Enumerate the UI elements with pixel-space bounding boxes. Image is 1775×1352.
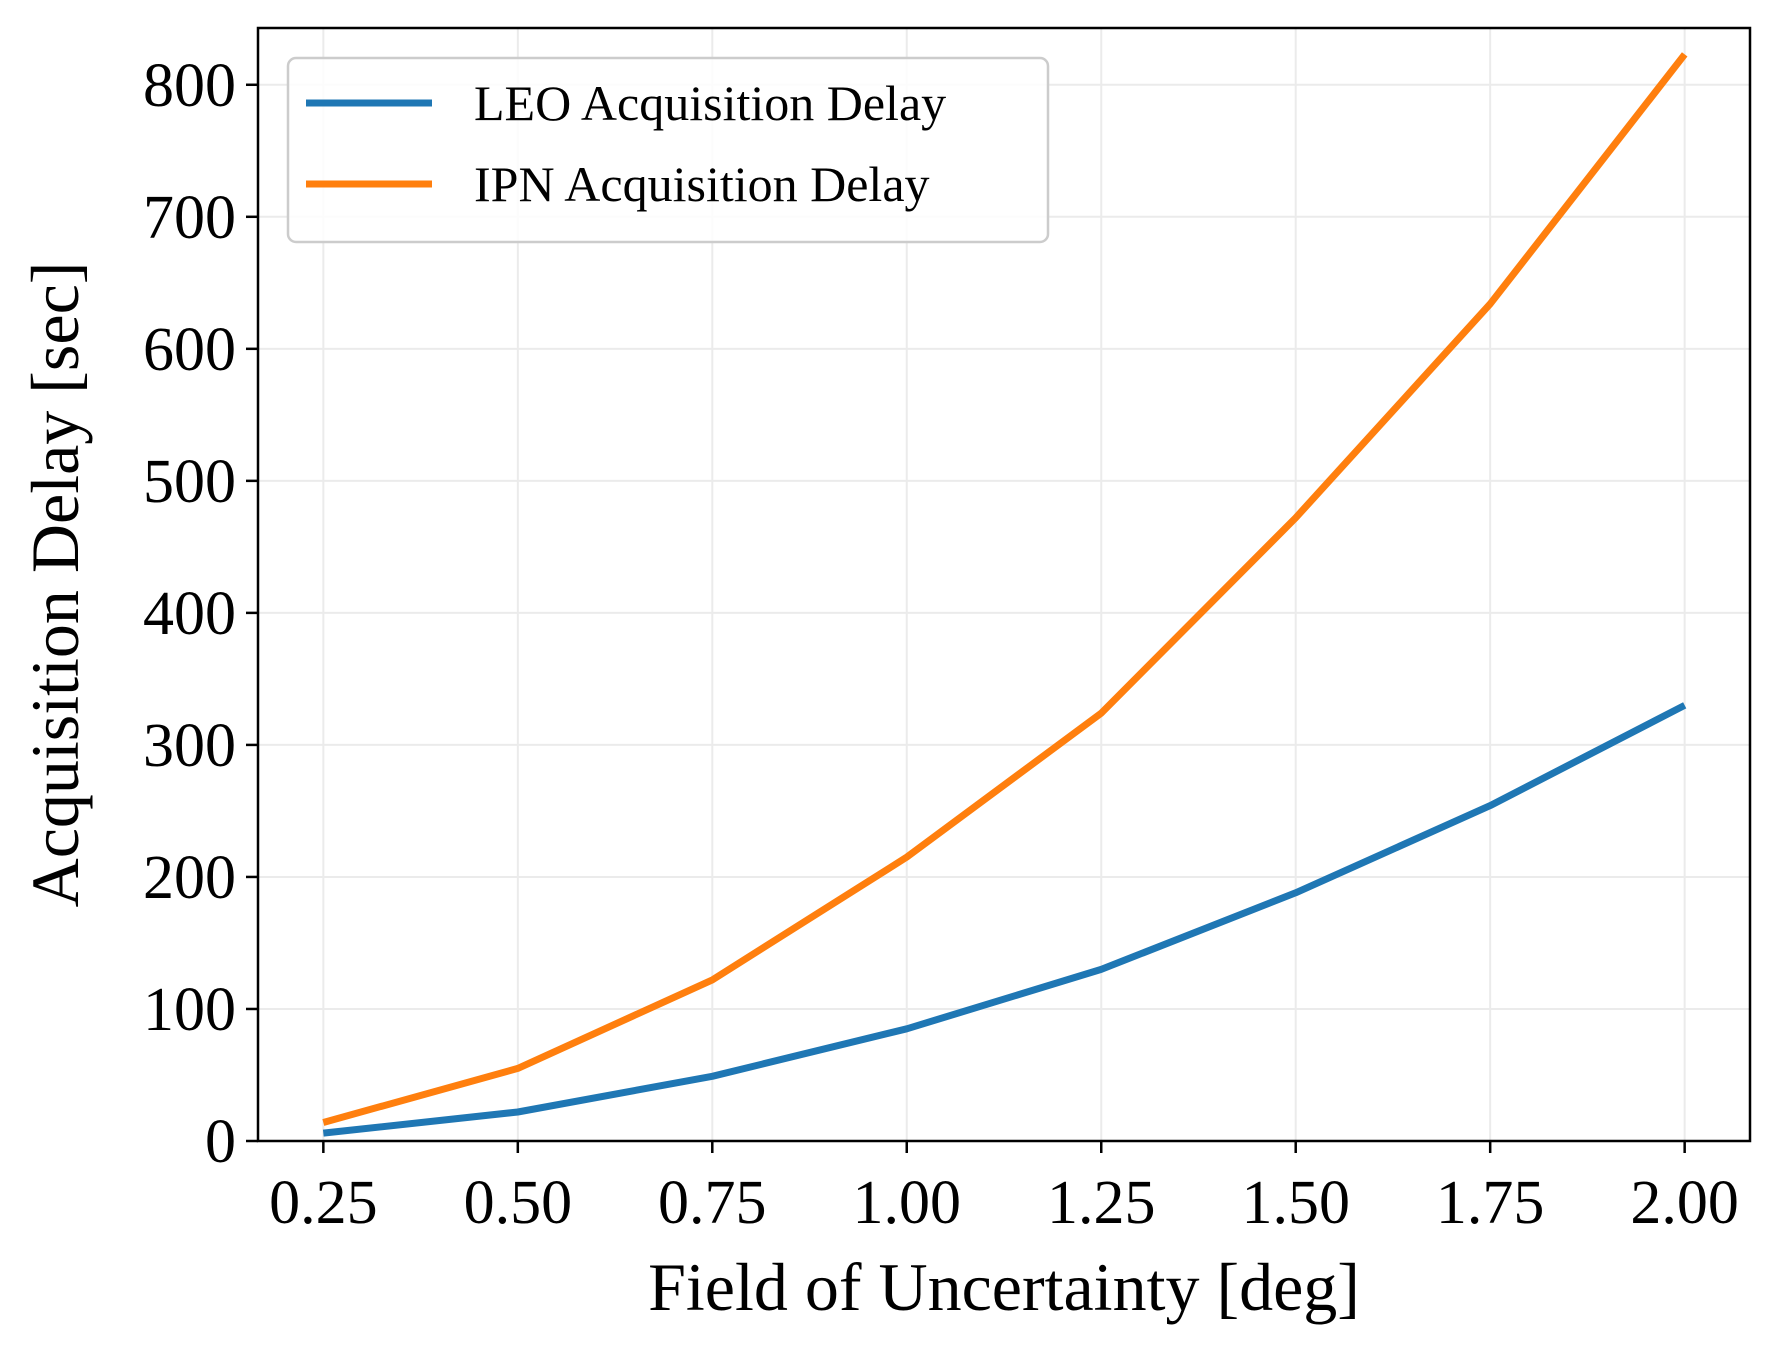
y-axis-title: Acquisition Delay [sec] [17, 262, 93, 908]
x-tick-label: 2.00 [1630, 1169, 1739, 1237]
y-tick-label: 700 [143, 184, 236, 252]
legend-box [286, 56, 1050, 244]
y-tick-label: 800 [143, 52, 236, 120]
x-tick-label: 0.75 [658, 1169, 767, 1237]
x-axis-title: Field of Uncertainty [deg] [648, 1249, 1360, 1325]
x-tick-label: 1.25 [1047, 1169, 1156, 1237]
series-line [322, 702, 1687, 1137]
x-axis-ticks: 0.25 0.50 0.75 1.00 1.25 1.50 1.75 2.00 [269, 1141, 1739, 1237]
x-tick-label: 1.50 [1241, 1169, 1350, 1237]
y-tick-label: 200 [143, 844, 236, 912]
x-tick-label: 0.50 [464, 1169, 573, 1237]
series-line [322, 52, 1688, 1126]
x-tick-label: 0.25 [269, 1169, 378, 1237]
legend-label: IPN Acquisition Delay [474, 156, 930, 212]
y-axis-ticks: 0 100 200 300 400 500 600 700 800 [143, 52, 258, 1176]
y-tick-label: 0 [205, 1108, 236, 1176]
y-tick-label: 100 [143, 976, 236, 1044]
y-tick-label: 500 [143, 448, 236, 516]
x-tick-label: 1.75 [1436, 1169, 1545, 1237]
plot-frame [256, 26, 1752, 1143]
y-tick-label: 300 [143, 712, 236, 780]
y-tick-label: 600 [143, 316, 236, 384]
x-tick-label: 1.00 [853, 1169, 962, 1237]
legend-label: LEO Acquisition Delay [474, 75, 946, 131]
series-lines [322, 52, 1688, 1137]
legend: LEO Acquisition Delay IPN Acquisition Del… [286, 56, 1050, 244]
y-tick-label: 400 [143, 580, 236, 648]
